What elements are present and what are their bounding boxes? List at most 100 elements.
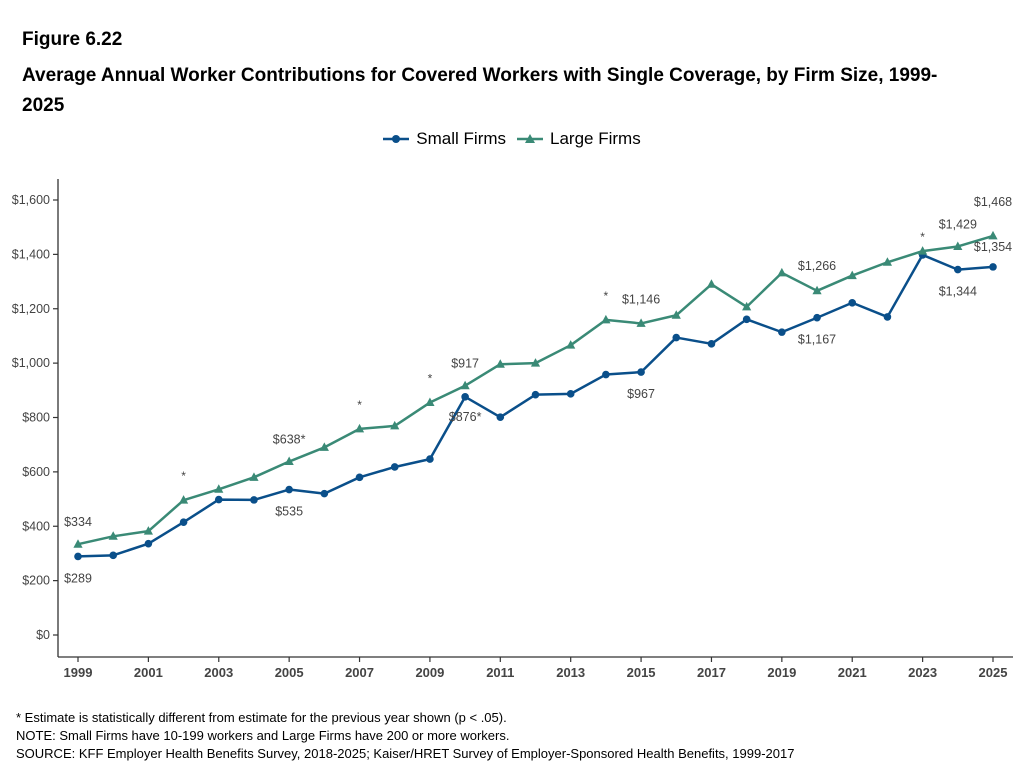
data-point-large-firms <box>566 340 576 349</box>
data-point-large-firms <box>882 257 893 266</box>
legend-label-large-firms: Large Firms <box>550 129 641 148</box>
x-tick-label: 2009 <box>415 665 444 680</box>
data-point-small-firms <box>672 333 681 342</box>
data-point-large-firms <box>319 442 329 451</box>
y-tick-label: $600 <box>22 465 50 479</box>
y-tick-label: $1,200 <box>12 302 50 316</box>
data-point-large-firms <box>636 318 646 327</box>
line-chart: $0 $200 $400 $600 $800 $1,000 $1,200 $1,400 $1,6… <box>12 179 1013 680</box>
figure-label: Figure 6.22 <box>22 29 123 50</box>
x-tick-label: 2025 <box>979 665 1008 680</box>
data-point-small-firms <box>109 551 117 560</box>
y-tick-label: $1,600 <box>12 193 50 207</box>
footnotes: * Estimate is statistically different fr… <box>16 709 794 763</box>
data-label: $967 <box>627 387 655 401</box>
y-tick-label: $0 <box>36 628 50 642</box>
data-point-large-firms <box>530 358 541 367</box>
data-point-large-firms <box>143 526 153 535</box>
data-label: $876* <box>449 410 482 424</box>
data-label: $289 <box>64 571 92 585</box>
data-point-large-firms <box>108 531 118 540</box>
data-label: $334 <box>64 515 92 529</box>
legend: Small Firms Large Firms <box>0 129 1023 149</box>
data-point-large-firms <box>284 456 294 466</box>
x-tick-label: 2001 <box>134 665 163 680</box>
data-point-large-firms <box>812 285 822 295</box>
data-point-large-firms <box>214 484 224 493</box>
significance-asterisk: * <box>357 398 362 412</box>
data-point-large-firms <box>671 310 681 319</box>
data-label: $638* <box>273 433 306 447</box>
data-label: $1,468 <box>974 195 1012 209</box>
significance-asterisk: * <box>181 469 186 483</box>
data-point-small-firms <box>179 518 188 526</box>
x-tick-label: 2019 <box>767 665 796 680</box>
x-tick-label: 1999 <box>64 665 93 680</box>
x-tick-label: 2021 <box>838 665 867 680</box>
footnote-source: SOURCE: KFF Employer Health Benefits Sur… <box>16 746 795 761</box>
data-label: $1,344 <box>939 285 977 299</box>
x-tick-label: 2011 <box>486 665 514 680</box>
significance-asterisk: * <box>428 372 433 386</box>
data-point-large-firms <box>460 380 470 390</box>
x-tick-label: 2023 <box>908 665 937 680</box>
data-point-small-firms <box>813 313 821 322</box>
data-point-small-firms <box>531 390 540 399</box>
data-point-large-firms <box>706 279 717 288</box>
legend-item-small-firms: Small Firms <box>382 129 506 149</box>
data-point-small-firms <box>320 489 329 498</box>
y-tick-label: $1,000 <box>12 356 50 370</box>
data-point-large-firms <box>249 472 259 481</box>
significance-asterisk: * <box>920 230 925 244</box>
data-point-small-firms <box>566 390 575 398</box>
data-point-small-firms <box>602 370 610 379</box>
data-point-large-firms <box>390 420 400 430</box>
series-line-large-firms <box>77 234 994 546</box>
series-line-small-firms <box>77 253 994 558</box>
data-point-small-firms <box>778 328 786 336</box>
data-label: $1,354 <box>974 240 1012 254</box>
data-point-small-firms <box>883 313 892 321</box>
data-point-large-firms <box>495 359 505 368</box>
data-point-large-firms <box>601 314 611 324</box>
data-point-large-firms <box>777 267 787 277</box>
data-label: $917 <box>451 357 479 371</box>
x-tick-label: 2003 <box>204 665 233 680</box>
x-tick-label: 2015 <box>627 665 656 680</box>
x-tick-label: 2017 <box>697 665 726 680</box>
data-point-large-firms <box>918 246 928 255</box>
x-tick-label: 2005 <box>275 665 304 680</box>
data-point-small-firms <box>74 552 82 561</box>
y-tick-label: $800 <box>22 411 50 425</box>
data-label: $1,266 <box>798 259 836 273</box>
legend-label-small-firms: Small Firms <box>416 129 507 148</box>
y-tick-label: $200 <box>22 574 50 588</box>
data-point-large-firms <box>354 423 365 433</box>
data-point-small-firms <box>426 455 434 463</box>
y-tick-label: $400 <box>22 519 50 533</box>
footnote-significance: * Estimate is statistically different fr… <box>16 710 507 725</box>
data-label: $1,429 <box>939 217 977 231</box>
y-tick-label: $1,400 <box>12 247 50 261</box>
circle-marker-icon <box>383 135 410 143</box>
data-point-large-firms <box>847 270 857 280</box>
data-point-large-firms <box>73 539 83 548</box>
significance-asterisk: * <box>604 289 609 303</box>
data-point-large-firms <box>425 397 435 407</box>
data-point-small-firms <box>742 315 751 324</box>
data-point-small-firms <box>285 485 293 494</box>
data-label: $1,146 <box>622 292 660 306</box>
x-tick-label: 2013 <box>556 665 585 680</box>
data-point-large-firms <box>953 241 963 250</box>
triangle-marker-icon <box>517 134 544 143</box>
data-point-large-firms <box>178 495 189 504</box>
chart-title: Average Annual Worker Contributions for … <box>22 65 938 116</box>
data-point-small-firms <box>707 340 716 348</box>
data-point-small-firms <box>848 298 857 307</box>
data-point-large-firms <box>742 301 752 311</box>
data-point-small-firms <box>144 539 153 548</box>
data-point-small-firms <box>214 495 223 504</box>
data-point-small-firms <box>637 368 645 376</box>
data-point-small-firms <box>989 263 997 271</box>
data-point-large-firms <box>988 230 998 240</box>
